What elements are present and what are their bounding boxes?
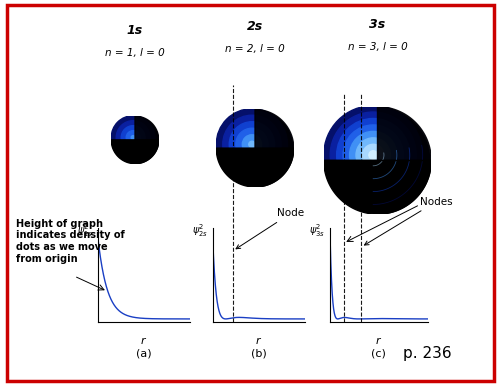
Text: $\psi_{1s}^{2}$: $\psi_{1s}^{2}$ [76,222,93,239]
Circle shape [330,112,416,198]
Polygon shape [378,107,431,214]
Circle shape [350,131,397,179]
Circle shape [126,130,140,144]
Polygon shape [135,116,158,164]
Text: p. 236: p. 236 [403,346,452,361]
Polygon shape [112,117,158,163]
Circle shape [249,141,255,147]
Circle shape [236,128,268,161]
Circle shape [242,135,262,154]
Polygon shape [324,161,431,214]
Text: 2s: 2s [247,20,263,33]
Circle shape [343,125,404,185]
Circle shape [324,106,422,205]
Text: Node: Node [236,208,304,249]
Circle shape [362,144,384,166]
Text: (b): (b) [251,349,266,359]
Circle shape [131,135,135,139]
Text: Height of graph
indicates density of
dots as we move
from origin: Height of graph indicates density of dot… [16,219,125,264]
Text: n = 1, l = 0: n = 1, l = 0 [105,48,165,58]
Text: $\psi_{3s}^{2}$: $\psi_{3s}^{2}$ [309,222,325,239]
Text: (c): (c) [372,349,386,359]
Text: $r$: $r$ [375,335,382,345]
Circle shape [223,115,281,173]
Text: n = 2, l = 0: n = 2, l = 0 [225,44,285,54]
Text: n = 3, l = 0: n = 3, l = 0 [348,42,408,52]
Circle shape [336,119,410,191]
Circle shape [111,116,155,159]
Circle shape [216,109,288,180]
Text: 1s: 1s [127,24,143,37]
Text: $\psi_{2s}^{2}$: $\psi_{2s}^{2}$ [192,222,208,239]
Polygon shape [255,110,294,187]
Circle shape [369,151,378,159]
Polygon shape [326,108,430,213]
Text: $r$: $r$ [140,335,147,345]
Polygon shape [111,140,159,164]
Circle shape [121,126,145,149]
Circle shape [230,122,274,167]
Text: $r$: $r$ [255,335,262,345]
Text: 3s: 3s [370,18,386,31]
Text: Nodes: Nodes [364,196,452,245]
Text: (a): (a) [136,349,152,359]
Circle shape [116,121,150,154]
Circle shape [356,138,390,172]
Polygon shape [216,148,294,187]
Polygon shape [218,111,292,186]
